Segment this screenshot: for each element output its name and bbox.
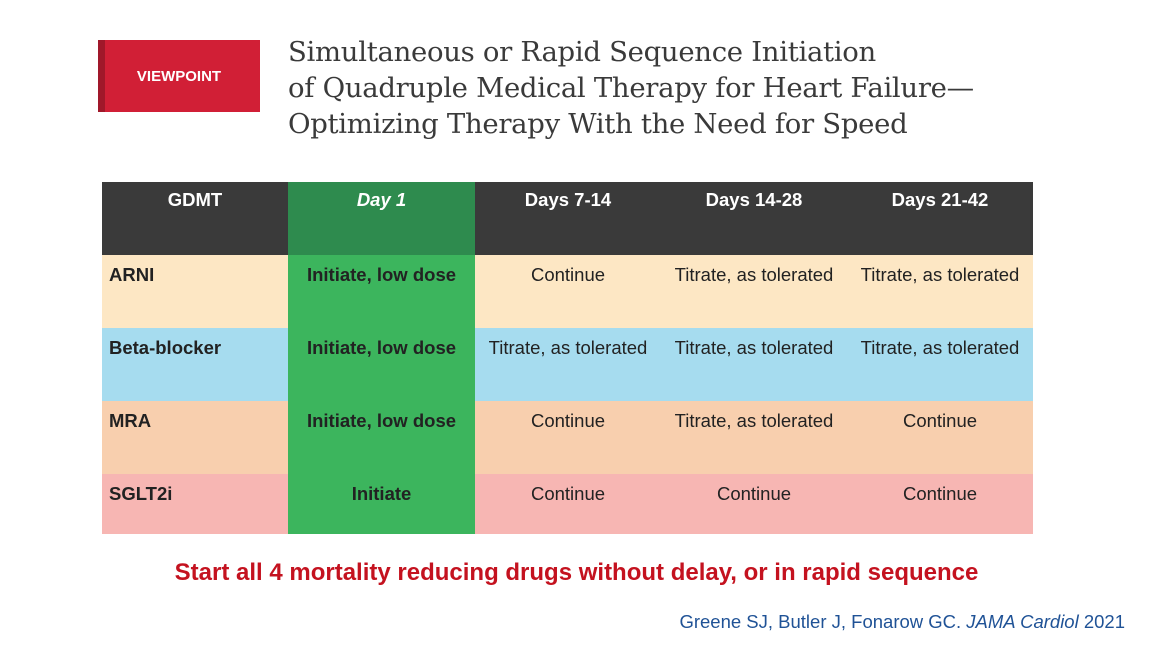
table-cell: Titrate, as tolerated <box>847 255 1033 328</box>
gdmt-schedule-table: GDMT Day 1 Days 7-14 Days 14-28 Days 21-… <box>102 182 1033 534</box>
citation-year: 2021 <box>1078 611 1125 632</box>
table-row-beta-blocker: Beta-blocker Initiate, low dose Titrate,… <box>102 328 1033 401</box>
table-cell: Initiate, low dose <box>288 401 475 474</box>
table-cell: Initiate <box>288 474 475 534</box>
table-cell: Initiate, low dose <box>288 328 475 401</box>
citation: Greene SJ, Butler J, Fonarow GC. JAMA Ca… <box>679 611 1125 633</box>
table-cell: Titrate, as tolerated <box>661 255 847 328</box>
table-cell: Continue <box>475 255 661 328</box>
table-cell: Titrate, as tolerated <box>847 328 1033 401</box>
table-row-sglt2i: SGLT2i Initiate Continue Continue Contin… <box>102 474 1033 534</box>
table-cell: Titrate, as tolerated <box>475 328 661 401</box>
table-cell: Titrate, as tolerated <box>661 328 847 401</box>
table-cell: Continue <box>475 401 661 474</box>
header-days-21-42: Days 21-42 <box>847 182 1033 255</box>
table-cell: Titrate, as tolerated <box>661 401 847 474</box>
drug-name: MRA <box>102 401 288 474</box>
table-cell: Continue <box>847 401 1033 474</box>
viewpoint-badge-label: VIEWPOINT <box>136 67 222 85</box>
table-cell: Initiate, low dose <box>288 255 475 328</box>
key-message: Start all 4 mortality reducing drugs wit… <box>174 559 979 586</box>
table-cell: Continue <box>847 474 1033 534</box>
header-gdmt: GDMT <box>102 182 288 255</box>
table-header-row: GDMT Day 1 Days 7-14 Days 14-28 Days 21-… <box>102 182 1033 255</box>
title-line: of Quadruple Medical Therapy for Heart F… <box>288 72 974 104</box>
citation-authors: Greene SJ, Butler J, Fonarow GC. <box>679 611 967 632</box>
drug-name: Beta-blocker <box>102 328 288 401</box>
table-row-mra: MRA Initiate, low dose Continue Titrate,… <box>102 401 1033 474</box>
drug-name: ARNI <box>102 255 288 328</box>
table-cell: Continue <box>661 474 847 534</box>
title-line: Simultaneous or Rapid Sequence Initiatio… <box>288 36 876 68</box>
viewpoint-badge: VIEWPOINT <box>98 40 260 112</box>
citation-journal: JAMA Cardiol <box>966 611 1079 632</box>
table-row-arni: ARNI Initiate, low dose Continue Titrate… <box>102 255 1033 328</box>
article-title: Simultaneous or Rapid Sequence Initiatio… <box>288 34 1108 142</box>
header-day-1: Day 1 <box>288 182 475 255</box>
title-line: Optimizing Therapy With the Need for Spe… <box>288 108 908 140</box>
drug-name: SGLT2i <box>102 474 288 534</box>
header-days-7-14: Days 7-14 <box>475 182 661 255</box>
table-cell: Continue <box>475 474 661 534</box>
header-days-14-28: Days 14-28 <box>661 182 847 255</box>
